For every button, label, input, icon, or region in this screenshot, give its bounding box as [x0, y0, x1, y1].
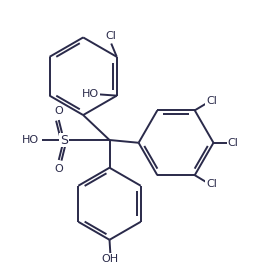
Text: HO: HO — [22, 135, 39, 145]
Text: Cl: Cl — [106, 31, 117, 41]
Text: Cl: Cl — [206, 96, 217, 106]
Text: O: O — [54, 164, 63, 174]
Text: S: S — [60, 134, 68, 146]
Text: Cl: Cl — [227, 138, 238, 148]
Text: OH: OH — [102, 254, 119, 264]
Text: O: O — [54, 106, 63, 116]
Text: HO: HO — [82, 89, 99, 99]
Text: Cl: Cl — [206, 179, 217, 189]
